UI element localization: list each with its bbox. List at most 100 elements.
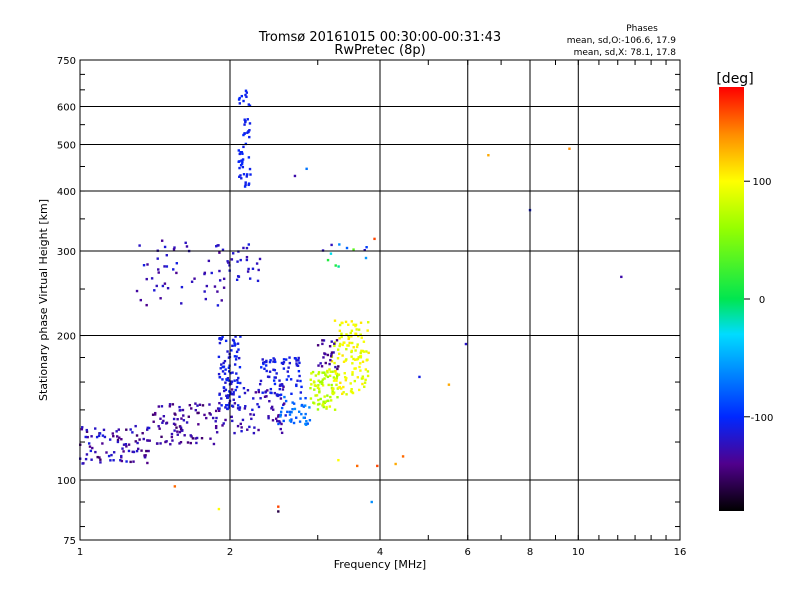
data-point	[293, 174, 297, 178]
data-point	[250, 417, 253, 421]
data-point	[221, 424, 224, 427]
data-point	[186, 441, 190, 444]
data-point	[244, 93, 247, 97]
data-point	[125, 460, 128, 463]
data-point	[232, 391, 235, 394]
data-point	[179, 426, 183, 430]
data-point	[178, 430, 182, 434]
data-point	[221, 378, 224, 381]
data-point	[171, 439, 174, 442]
data-point	[227, 403, 230, 407]
data-point	[151, 413, 155, 416]
data-point	[299, 379, 302, 383]
data-point	[90, 435, 93, 438]
data-point	[297, 369, 301, 373]
data-point	[191, 437, 195, 440]
data-point	[142, 437, 145, 441]
data-point	[365, 358, 369, 361]
data-point	[316, 344, 320, 347]
data-point	[244, 183, 247, 186]
data-point	[340, 332, 343, 335]
data-point	[235, 278, 239, 282]
data-point	[319, 397, 322, 401]
data-point	[322, 400, 325, 404]
data-point	[359, 369, 362, 372]
grid-lines	[80, 60, 680, 540]
data-point	[345, 333, 348, 336]
data-point	[270, 407, 273, 410]
data-point	[309, 378, 312, 381]
data-point	[87, 442, 91, 445]
data-point	[234, 358, 238, 361]
data-point	[213, 285, 217, 288]
data-point	[258, 257, 262, 261]
data-point	[330, 383, 333, 387]
data-point	[280, 406, 284, 410]
data-point	[237, 98, 241, 101]
x-tick-label: 16	[674, 547, 687, 558]
data-point	[235, 355, 238, 358]
y-tick-label: 100	[57, 476, 76, 487]
data-point	[275, 393, 279, 397]
data-point	[269, 387, 273, 391]
data-point	[88, 445, 92, 448]
data-point	[182, 419, 186, 422]
data-point	[313, 388, 316, 391]
data-point	[310, 372, 313, 375]
data-point	[293, 407, 297, 411]
data-point	[102, 428, 106, 432]
data-point	[269, 391, 272, 394]
data-point	[157, 271, 160, 274]
data-point	[134, 424, 137, 428]
data-point	[257, 388, 260, 392]
data-point	[183, 434, 186, 437]
data-point	[228, 264, 231, 267]
data-point	[231, 252, 235, 255]
data-point	[367, 321, 370, 324]
data-point	[318, 402, 321, 406]
y-axis: 75 100 200 300 400 500 600 750	[57, 56, 680, 547]
data-point	[242, 99, 245, 103]
data-point	[350, 329, 354, 332]
data-point	[327, 383, 330, 387]
data-point	[332, 387, 335, 390]
data-point	[359, 321, 363, 324]
data-point	[330, 351, 334, 354]
data-point	[157, 424, 160, 428]
data-point	[401, 455, 405, 458]
data-point	[355, 358, 358, 361]
data-point	[355, 464, 359, 468]
data-point	[347, 344, 350, 347]
data-point	[335, 374, 339, 378]
data-point	[148, 439, 151, 442]
data-point	[112, 459, 115, 462]
data-point	[190, 407, 193, 410]
data-point	[295, 416, 298, 419]
data-point	[300, 385, 303, 389]
data-point	[342, 391, 345, 394]
data-point	[231, 371, 234, 374]
data-point	[99, 458, 102, 461]
data-point	[284, 399, 288, 403]
data-point	[160, 239, 164, 242]
data-point	[362, 340, 366, 343]
data-point	[322, 339, 326, 342]
data-point	[274, 360, 277, 364]
data-point	[138, 244, 141, 247]
data-point	[341, 392, 344, 396]
data-point	[216, 290, 219, 293]
data-point	[240, 94, 244, 98]
data-point	[270, 405, 274, 409]
data-point	[239, 164, 243, 167]
data-point	[327, 399, 330, 403]
data-point	[245, 175, 248, 178]
data-point	[101, 442, 104, 445]
data-point	[254, 391, 258, 394]
data-point	[220, 363, 223, 366]
data-point	[226, 350, 229, 353]
data-point	[334, 369, 337, 373]
data-point	[209, 437, 212, 440]
data-point	[203, 290, 206, 293]
data-point	[341, 321, 344, 325]
data-point	[360, 349, 363, 353]
